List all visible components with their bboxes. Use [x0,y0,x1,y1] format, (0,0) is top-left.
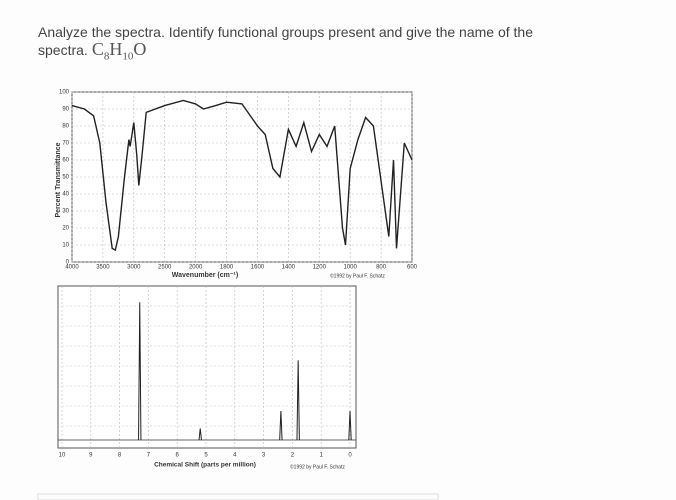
y-tick-label: 90 [62,107,69,113]
credit: ©1992 by Paul F. Schatz [290,463,345,470]
x-tick-label: 2 [291,453,295,459]
y-tick-label: 70 [62,141,69,147]
y-tick-label: 100 [59,90,70,96]
x-tick-label: 4 [233,453,237,459]
peak [296,360,300,441]
x-tick-label: 1 [320,453,324,459]
nmr-frame [57,285,357,449]
formula-part: H [109,39,123,59]
x-tick-label: 4000 [65,265,79,271]
x-tick-label: 6 [176,453,180,459]
y-tick-label: 40 [62,192,69,198]
x-tick-label: 0 [348,453,352,459]
question: Analyze the spectra. Identify functional… [38,24,548,66]
x-tick-label: 3500 [96,265,110,271]
formula: C8H10O [91,39,147,63]
x-label: Wavenumber (cm⁻¹) [172,272,238,279]
formula-part: C [91,39,104,59]
x-tick-label: 10 [59,453,66,459]
y-tick-label: 80 [62,124,69,130]
question-text: Analyze the spectra. Identify functional… [38,24,533,58]
formula-part: O [133,39,147,59]
x-tick-label: 5 [204,453,208,459]
x-tick-label: 8 [118,453,122,459]
spectrum-line [71,99,413,252]
peak [138,302,142,441]
x-tick-label: 2000 [189,265,203,271]
x-tick-label: 7 [147,453,151,459]
peak [348,410,352,441]
y-tick-label: 0 [66,260,70,266]
x-tick-label: 3000 [127,265,141,271]
formula-part: 8 [103,50,110,63]
y-tick-label: 10 [62,243,69,249]
x-tick-label: 2500 [158,265,172,271]
x-tick-label: 3 [262,453,266,459]
x-tick-label: 800 [376,265,387,271]
y-tick-label: 60 [62,158,69,164]
credit: ©1992 by Paul F. Schatz [330,272,385,279]
formula-part: 10 [122,50,134,63]
x-tick-label: 1000 [344,265,358,271]
answer-box [37,493,439,500]
x-tick-label: 9 [89,453,93,459]
x-label: Chemical Shift (parts per million) [154,462,256,469]
x-tick-label: 600 [407,265,418,271]
x-tick-label: 1400 [282,265,296,271]
y-label: Percent Transmittance [55,142,62,217]
x-tick-label: 1600 [251,265,265,271]
x-tick-label: 1200 [313,265,327,271]
y-tick-label: 30 [62,209,69,215]
peak [198,428,202,441]
y-tick-label: 20 [62,226,69,232]
peak [279,410,283,441]
y-tick-label: 50 [62,175,69,181]
x-tick-label: 1800 [220,265,234,271]
